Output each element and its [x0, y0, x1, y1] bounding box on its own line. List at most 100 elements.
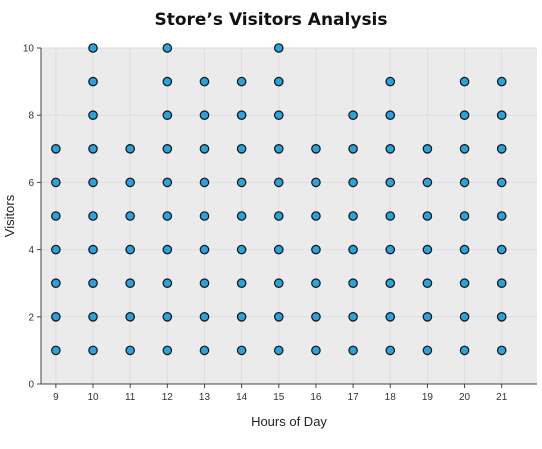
data-point	[385, 211, 396, 221]
data-point	[348, 278, 358, 288]
y-tick-label: 6	[28, 178, 34, 189]
data-point	[162, 76, 173, 87]
data-point	[273, 43, 284, 53]
data-point	[422, 177, 433, 188]
data-point	[125, 177, 135, 188]
y-tick-label: 2	[28, 312, 34, 323]
data-point	[199, 278, 210, 288]
x-tick-label: 16	[310, 392, 322, 403]
data-point	[385, 345, 396, 356]
data-point	[348, 110, 358, 120]
x-axis-label: Hours of Day	[251, 414, 327, 429]
data-point	[385, 177, 396, 188]
y-tick-label: 4	[28, 245, 34, 256]
data-point	[459, 144, 470, 154]
data-point	[422, 144, 433, 154]
data-point	[125, 345, 135, 356]
y-tick-label: 0	[28, 380, 34, 391]
data-point	[385, 311, 396, 322]
data-point	[385, 278, 396, 288]
data-point	[459, 76, 470, 87]
data-point	[125, 211, 135, 221]
data-point	[496, 311, 507, 322]
data-point	[51, 311, 61, 322]
data-point	[125, 311, 135, 322]
data-point	[422, 244, 433, 255]
chart-title: Store’s Visitors Analysis	[154, 10, 388, 30]
data-point	[236, 110, 247, 120]
data-point	[273, 345, 284, 356]
data-point	[125, 244, 135, 255]
data-point	[199, 144, 210, 154]
data-point	[311, 211, 321, 221]
data-point	[199, 76, 210, 87]
x-tick-label: 20	[459, 392, 471, 403]
data-points	[51, 43, 507, 356]
data-point	[88, 43, 98, 53]
data-point	[348, 144, 358, 154]
data-point	[496, 144, 507, 154]
data-point	[311, 177, 321, 188]
data-point	[88, 278, 98, 288]
x-tick-label: 13	[199, 392, 211, 403]
data-point	[459, 311, 470, 322]
x-tick-label: 14	[236, 392, 248, 403]
data-point	[236, 144, 247, 154]
x-tick-label: 18	[385, 392, 397, 403]
data-point	[162, 144, 173, 154]
x-tick-label: 19	[422, 392, 434, 403]
data-point	[311, 345, 321, 356]
data-point	[422, 211, 433, 221]
plot-area	[41, 48, 537, 384]
data-point	[162, 110, 173, 120]
data-point	[496, 76, 507, 87]
data-point	[385, 76, 396, 87]
data-point	[88, 110, 98, 120]
data-point	[236, 345, 247, 356]
y-axis-label: Visitors	[2, 194, 17, 237]
data-point	[88, 211, 98, 221]
data-point	[125, 144, 135, 154]
data-point	[199, 177, 210, 188]
data-point	[273, 244, 284, 255]
x-tick-label: 21	[496, 392, 508, 403]
data-point	[199, 311, 210, 322]
data-point	[496, 110, 507, 120]
data-point	[125, 278, 135, 288]
data-point	[496, 177, 507, 188]
data-point	[348, 211, 358, 221]
x-tick-label: 12	[162, 392, 174, 403]
x-tick-label: 10	[87, 392, 99, 403]
data-point	[273, 278, 284, 288]
data-point	[199, 110, 210, 120]
data-point	[273, 144, 284, 154]
data-point	[199, 345, 210, 356]
data-point	[162, 278, 173, 288]
data-point	[273, 177, 284, 188]
data-point	[348, 244, 358, 255]
data-point	[88, 144, 98, 154]
data-point	[311, 278, 321, 288]
data-point	[236, 244, 247, 255]
data-point	[88, 76, 98, 87]
tick-labels: 9 10 11 12 13 14 15 16 17 18 19 20 21 0 2 4 6 8 10	[23, 44, 508, 404]
data-point	[236, 211, 247, 221]
data-point	[496, 278, 507, 288]
data-point	[273, 211, 284, 221]
data-point	[51, 144, 61, 154]
data-point	[236, 311, 247, 322]
data-point	[51, 244, 61, 255]
data-point	[236, 278, 247, 288]
data-point	[162, 211, 173, 221]
x-tick-label: 11	[125, 392, 136, 403]
data-point	[88, 177, 98, 188]
data-point	[459, 278, 470, 288]
data-point	[422, 278, 433, 288]
axes	[37, 47, 537, 388]
data-point	[273, 110, 284, 120]
data-point	[199, 211, 210, 221]
data-point	[459, 244, 470, 255]
data-point	[162, 311, 173, 322]
data-point	[88, 345, 98, 356]
